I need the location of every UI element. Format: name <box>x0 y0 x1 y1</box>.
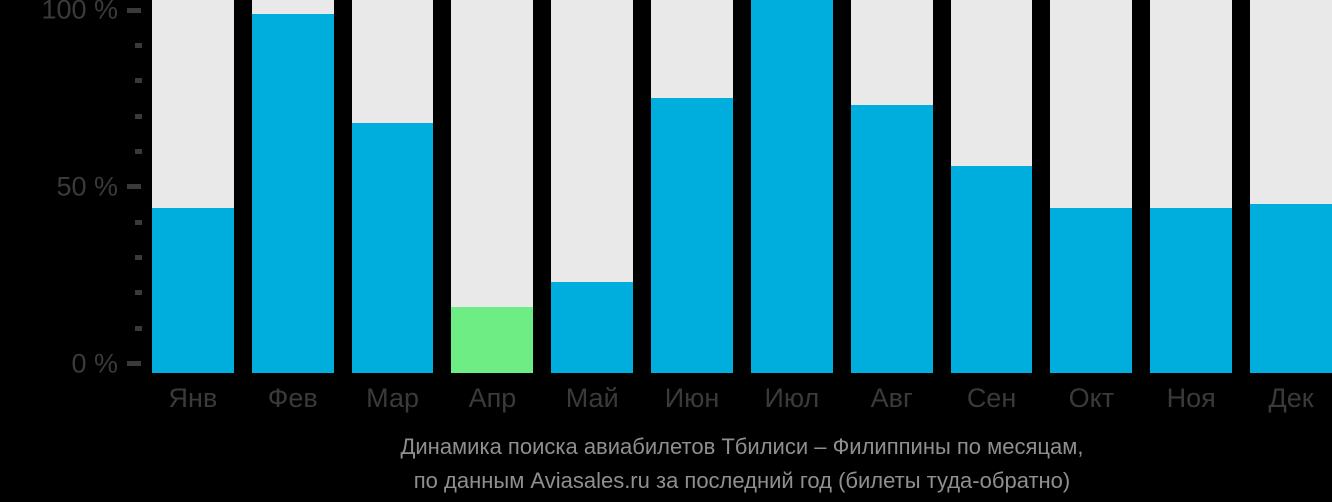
bar-fill-dec <box>1250 204 1332 373</box>
y-minor-tick-10 <box>135 325 142 331</box>
y-minor-tick-20 <box>135 290 142 296</box>
y-major-tick-0 <box>127 361 141 366</box>
bar-fill-jul <box>750 0 833 373</box>
bar-track-aug <box>850 0 933 373</box>
y-axis: 0 % 50 % 100 % <box>0 0 152 378</box>
y-major-tick-100 <box>127 7 141 13</box>
y-axis-label-100: 100 % <box>41 0 118 25</box>
bar-track-apr <box>451 0 534 373</box>
x-axis-label-jul: Июл <box>764 383 820 413</box>
bar-fill-sep <box>950 166 1033 373</box>
y-minor-tick-90 <box>135 42 142 48</box>
x-axis-label-may: Май <box>565 383 619 413</box>
x-axis-label-oct: Окт <box>1068 383 1115 413</box>
chart-caption: Динамика поиска авиабилетов Тбилиси – Фи… <box>152 430 1332 498</box>
x-axis-label-dec: Дек <box>1268 383 1314 413</box>
x-axis-label-jan: Янв <box>168 383 218 413</box>
bar-track-feb <box>251 0 334 373</box>
bar-track-jul <box>750 0 833 373</box>
y-minor-tick-60 <box>135 148 142 154</box>
bar-fill-apr <box>451 307 534 373</box>
bar-fill-feb <box>251 14 334 373</box>
x-axis-labels: Янв Фев Мар Апр Май Июн Июл Авг Сен Окт Ноя Дек <box>152 385 1332 412</box>
bar-fill-aug <box>850 105 933 373</box>
x-axis-label-aug: Авг <box>870 383 913 413</box>
x-axis-label-feb: Фев <box>267 383 318 413</box>
y-axis-label-50: 50 % <box>56 171 118 202</box>
x-axis-label-sep: Сен <box>966 383 1017 413</box>
caption-line-2: по данным Aviasales.ru за последний год … <box>413 468 1071 493</box>
bar-track-nov <box>1150 0 1233 373</box>
bar-fill-jan <box>152 208 234 373</box>
bar-fill-jun <box>651 98 733 373</box>
y-minor-tick-80 <box>135 78 142 84</box>
bar-track-sep <box>950 0 1033 373</box>
x-axis-label-jun: Июн <box>664 383 720 413</box>
bar-fill-oct <box>1050 208 1133 373</box>
bar-track-mar <box>351 0 434 373</box>
bar-fill-may <box>551 282 634 373</box>
plot-area: 0 % 50 % 100 % <box>0 0 1332 378</box>
bar-fill-nov <box>1150 208 1233 373</box>
y-minor-tick-30 <box>135 254 142 260</box>
x-axis-label-apr: Апр <box>468 383 517 413</box>
x-axis-label-mar: Мар <box>366 383 419 413</box>
bar-track-jan <box>152 0 234 373</box>
y-minor-tick-40 <box>135 219 142 225</box>
bars-area <box>152 0 1332 373</box>
x-axis-label-nov: Ноя <box>1166 383 1216 413</box>
y-minor-tick-70 <box>135 113 142 119</box>
caption-line-1: Динамика поиска авиабилетов Тбилиси – Фи… <box>400 434 1084 459</box>
y-major-tick-50 <box>127 184 141 190</box>
bar-track-dec <box>1250 0 1332 373</box>
bar-track-jun <box>651 0 733 373</box>
bar-track-may <box>551 0 634 373</box>
bar-fill-mar <box>351 123 434 373</box>
y-axis-label-0: 0 % <box>71 348 118 378</box>
bar-track-oct <box>1050 0 1133 373</box>
